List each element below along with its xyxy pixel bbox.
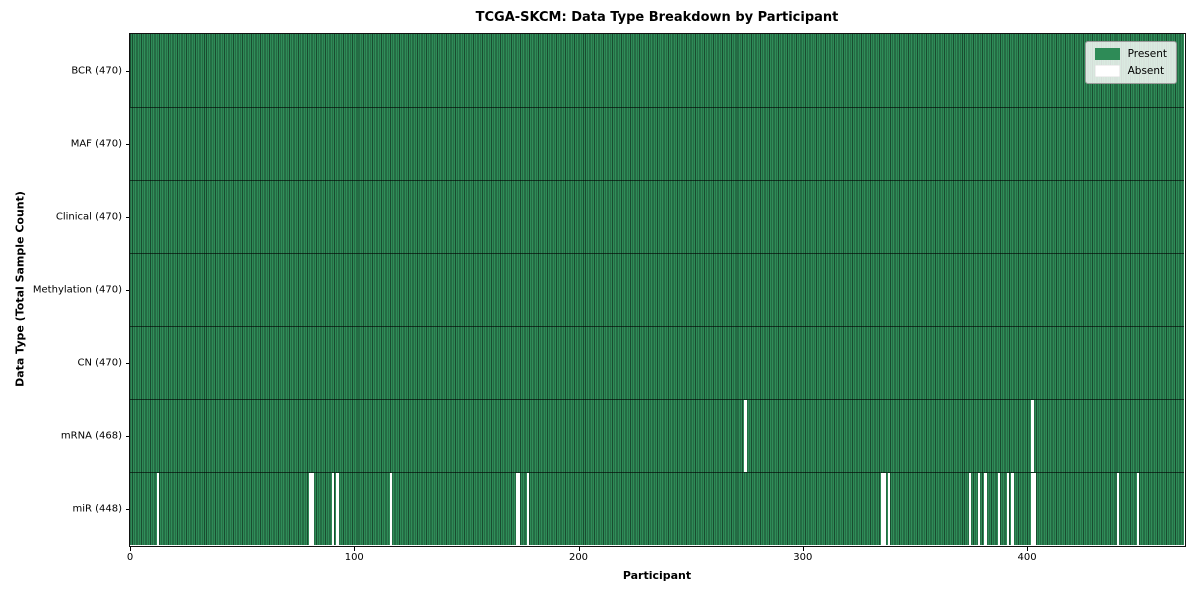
x-tick — [578, 546, 580, 551]
y-tick — [126, 362, 130, 364]
y-tick — [126, 216, 130, 218]
plot-area: Present Absent — [128, 32, 1186, 547]
heatmap-row-miR — [130, 472, 1184, 545]
y-tick-label: Methylation (470) — [32, 284, 122, 295]
absent-cell — [977, 473, 981, 545]
legend-item-absent: Absent — [1094, 65, 1167, 77]
present-swatch-icon — [1094, 48, 1120, 60]
y-tick — [126, 508, 130, 510]
y-tick-label: mRNA (468) — [60, 430, 122, 441]
absent-cell — [156, 473, 160, 545]
heatmap-row-CN — [130, 326, 1184, 399]
x-tick-label: 400 — [1017, 552, 1037, 563]
absent-cell — [515, 473, 519, 545]
y-tick-label: miR (448) — [72, 503, 122, 514]
plot-rows — [130, 34, 1184, 545]
absent-cell — [311, 473, 314, 545]
absent-cell — [1031, 400, 1034, 472]
x-tick-label: 0 — [126, 552, 134, 563]
x-tick-label: 100 — [344, 552, 364, 563]
x-tick-label: 300 — [793, 552, 813, 563]
absent-cell — [1116, 473, 1120, 545]
absent-cell — [1136, 473, 1140, 545]
legend-item-present: Present — [1094, 48, 1167, 60]
absent-swatch-icon — [1094, 65, 1120, 77]
y-tick-label: CN (470) — [77, 357, 122, 368]
absent-cell — [744, 400, 747, 472]
absent-cell — [887, 473, 891, 545]
y-tick-label: Clinical (470) — [55, 211, 122, 222]
heatmap-row-MAF — [130, 107, 1184, 180]
absent-cell — [526, 473, 530, 545]
y-tick — [126, 70, 130, 72]
absent-cell — [1033, 473, 1037, 545]
absent-cell — [968, 473, 972, 545]
x-tick — [354, 546, 356, 551]
absent-cell — [331, 473, 335, 545]
absent-cell — [517, 473, 521, 545]
heatmap-row-Methylation — [130, 253, 1184, 326]
absent-cell — [1011, 473, 1014, 545]
legend-label-present: Present — [1127, 48, 1167, 60]
y-tick-label: BCR (470) — [71, 65, 122, 76]
absent-cell — [309, 473, 312, 545]
heatmap-row-mRNA — [130, 399, 1184, 472]
absent-cell — [336, 473, 339, 545]
absent-cell — [1006, 473, 1010, 545]
absent-cell — [881, 473, 884, 545]
absent-cell — [390, 473, 393, 545]
y-tick — [126, 289, 130, 291]
legend: Present Absent — [1084, 41, 1177, 84]
legend-label-absent: Absent — [1127, 65, 1165, 77]
y-tick — [126, 435, 130, 437]
y-axis-label: Data Type (Total Sample Count) — [13, 191, 27, 387]
absent-cell — [883, 473, 886, 545]
x-tick-label: 200 — [568, 552, 589, 563]
absent-cell — [984, 473, 987, 545]
y-tick — [126, 143, 130, 145]
heatmap-row-Clinical — [130, 180, 1184, 253]
absent-cell — [1031, 473, 1034, 545]
x-tick — [802, 546, 804, 551]
absent-cell — [997, 473, 1001, 545]
chart-title: TCGA-SKCM: Data Type Breakdown by Partic… — [475, 10, 839, 25]
x-axis-label: Participant — [622, 569, 692, 582]
y-tick-label: MAF (470) — [70, 138, 122, 149]
x-tick — [1027, 546, 1029, 551]
x-tick — [130, 546, 131, 551]
heatmap-row-BCR — [130, 34, 1184, 107]
